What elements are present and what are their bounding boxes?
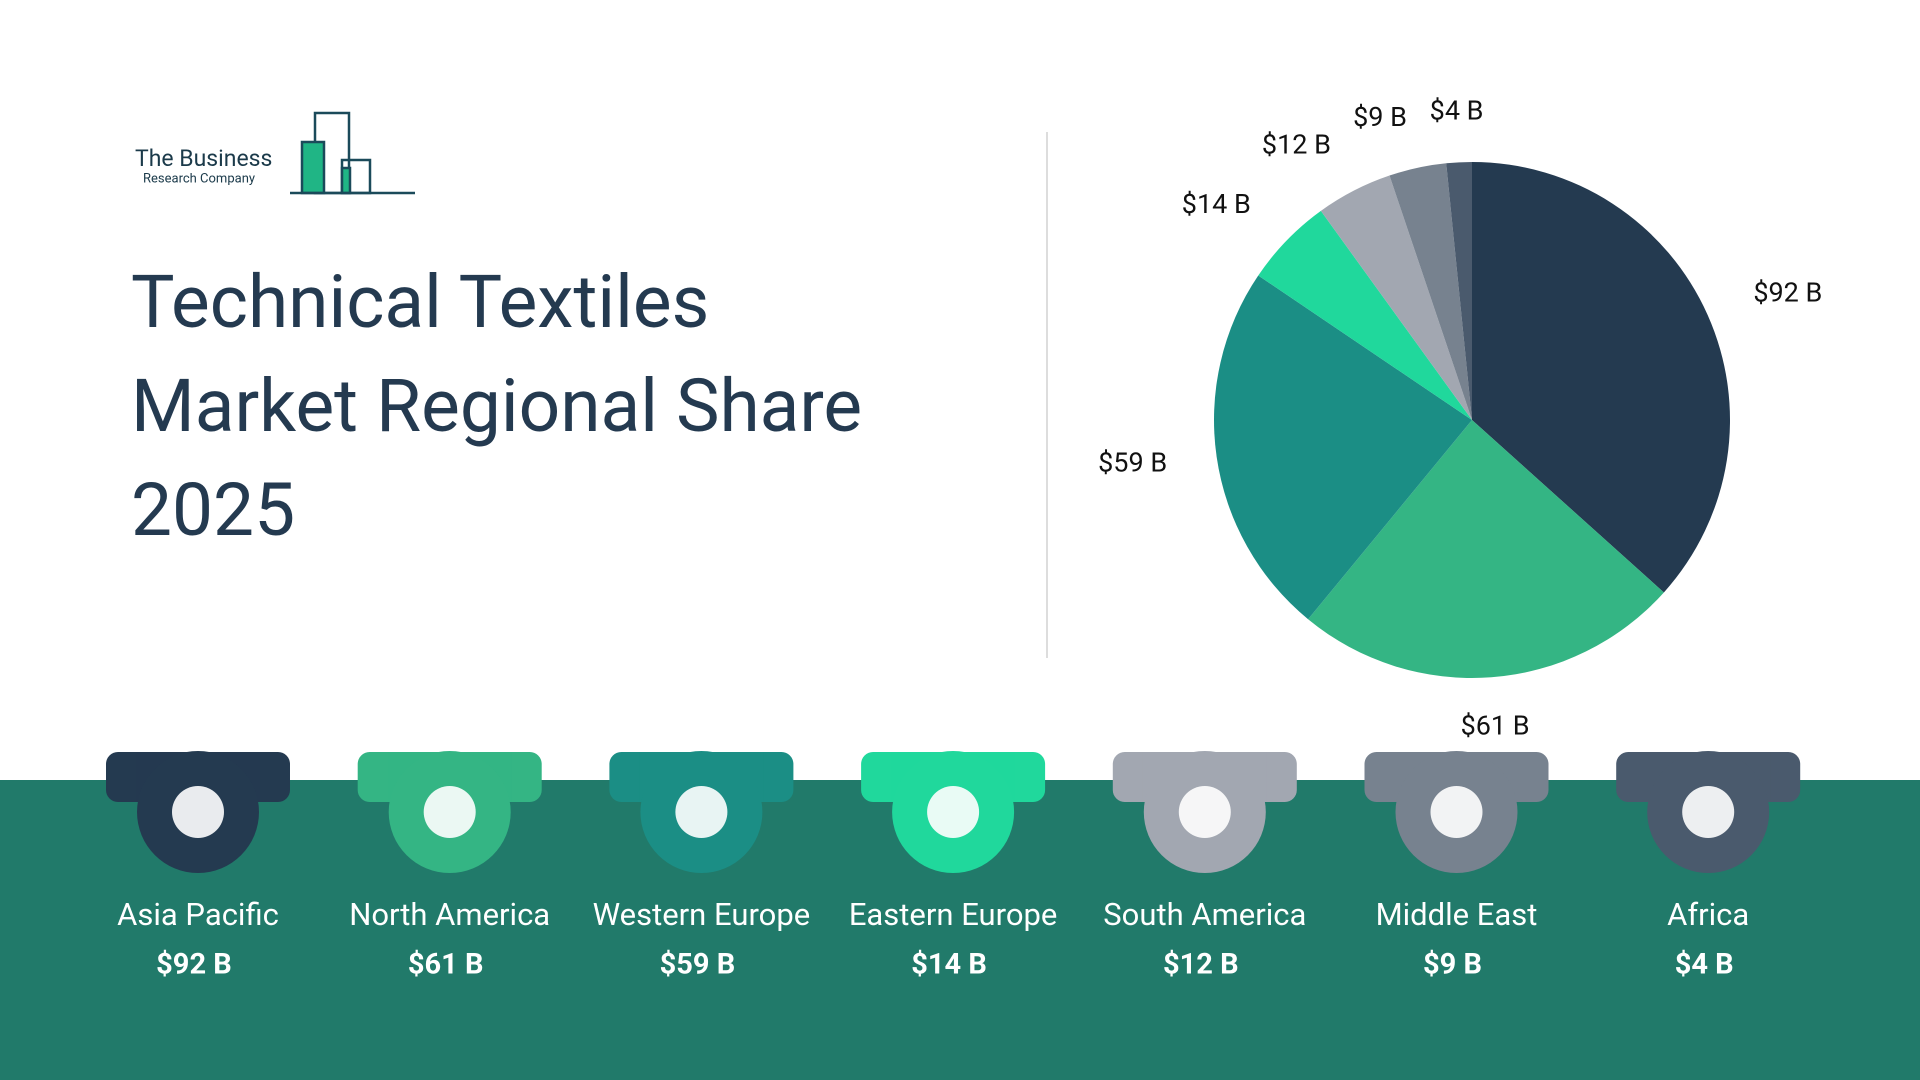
- pie-label: $61 B: [1461, 709, 1530, 741]
- region-icon: [1682, 786, 1735, 838]
- region-name: Africa: [1667, 896, 1749, 933]
- region-value: $14 B: [911, 948, 987, 982]
- region-icon: [1178, 786, 1231, 838]
- region-name: Eastern Europe: [849, 896, 1058, 933]
- region-icon: [675, 786, 728, 838]
- logo-text: The Business: [135, 145, 272, 172]
- pie-label: $14 B: [1182, 188, 1251, 220]
- pie-slice: [1213, 275, 1472, 620]
- pie-slice: [1472, 162, 1730, 593]
- pie-slice: [1446, 162, 1472, 420]
- region-icon: [927, 786, 980, 838]
- region-name: South America: [1103, 896, 1306, 933]
- pie-label: $12 B: [1262, 128, 1331, 160]
- region-value: $9 B: [1423, 948, 1482, 982]
- region-value: $61 B: [408, 948, 484, 982]
- pie-label: $9 B: [1353, 101, 1407, 133]
- region-name: Asia Pacific: [117, 896, 279, 933]
- region-name: North America: [349, 896, 550, 933]
- logo: [290, 111, 415, 195]
- region-value: $4 B: [1675, 948, 1734, 982]
- region-value: $12 B: [1163, 948, 1239, 982]
- pie-slice: [1258, 210, 1472, 420]
- region-name: Middle East: [1376, 896, 1538, 933]
- region-value: $59 B: [660, 948, 736, 982]
- region-value: $92 B: [156, 948, 232, 982]
- region-name: Western Europe: [593, 896, 811, 933]
- logo-subtext: Research Company: [143, 171, 255, 186]
- pie-label: $92 B: [1753, 277, 1822, 309]
- chart-title: Technical Textiles Market Regional Share…: [131, 259, 863, 553]
- pie-slice: [1308, 420, 1664, 678]
- pie-slice: [1389, 163, 1472, 420]
- pie-label: $4 B: [1430, 95, 1484, 127]
- region-icon: [172, 786, 224, 838]
- region-icon: [1430, 786, 1483, 838]
- pie-label: $59 B: [1098, 446, 1167, 478]
- pie-slice: [1320, 175, 1472, 420]
- region-icon: [423, 786, 476, 838]
